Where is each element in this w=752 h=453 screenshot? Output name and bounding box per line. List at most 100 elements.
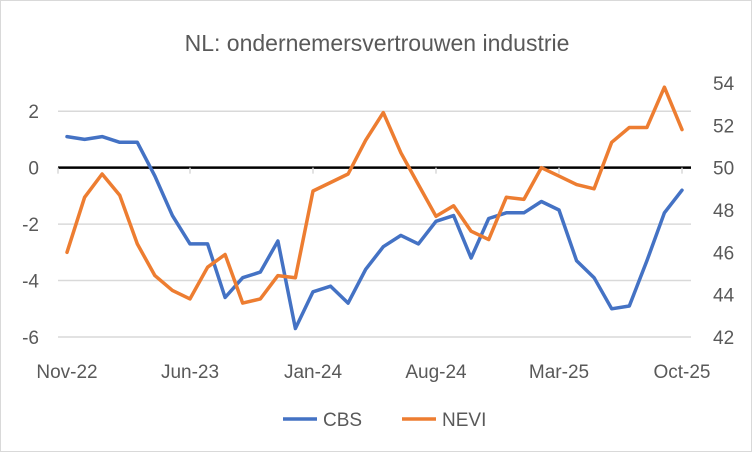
data-point-nevi <box>540 167 542 169</box>
x-tick-label: Oct-25 <box>653 362 710 383</box>
data-point-cbs <box>119 141 121 143</box>
data-point-nevi <box>101 173 103 175</box>
data-point-cbs <box>593 277 595 279</box>
data-point-nevi <box>330 181 332 183</box>
x-tick-label: Mar-25 <box>529 362 589 383</box>
left-y-axis: -6 -4 -2 0 2 <box>22 102 39 349</box>
x-tick-label: Aug-24 <box>405 362 467 383</box>
data-point-nevi <box>84 196 86 198</box>
chart-title: NL: ondernemersvertrouwen industrie <box>185 30 570 56</box>
left-tick-label: 2 <box>28 102 39 123</box>
data-point-nevi <box>558 175 560 177</box>
data-point-nevi <box>347 173 349 175</box>
data-point-cbs <box>417 243 419 245</box>
right-y-axis: 42 44 46 48 50 52 54 <box>713 74 735 349</box>
data-point-cbs <box>312 291 314 293</box>
data-point-nevi <box>224 253 226 255</box>
data-point-nevi <box>453 205 455 207</box>
data-point-cbs <box>505 212 507 214</box>
data-point-cbs <box>207 243 209 245</box>
data-point-cbs <box>294 328 296 330</box>
data-point-cbs <box>646 260 648 262</box>
data-point-cbs <box>628 305 630 307</box>
data-point-cbs <box>189 243 191 245</box>
data-point-nevi <box>681 129 683 131</box>
data-point-nevi <box>242 302 244 304</box>
data-point-cbs <box>400 234 402 236</box>
data-point-cbs <box>259 271 261 273</box>
data-point-nevi <box>576 184 578 186</box>
data-point-nevi <box>646 126 648 128</box>
data-point-nevi <box>470 230 472 232</box>
series-lines <box>65 85 684 331</box>
right-tick-label: 42 <box>713 328 734 349</box>
legend: CBS NEVI <box>283 410 486 431</box>
data-point-nevi <box>628 126 630 128</box>
x-axis: Nov-22 Jun-23 Jan-24 Aug-24 Mar-25 Oct-25 <box>36 167 711 383</box>
right-tick-label: 46 <box>713 243 734 264</box>
data-point-cbs <box>84 138 86 140</box>
left-tick-label: -4 <box>22 272 39 293</box>
data-point-cbs <box>101 136 103 138</box>
data-point-cbs <box>435 220 437 222</box>
left-tick-label: 0 <box>28 159 39 180</box>
data-point-cbs <box>540 201 542 203</box>
series-line-cbs <box>65 134 684 331</box>
data-point-nevi <box>277 275 279 277</box>
data-point-cbs <box>611 308 613 310</box>
data-point-cbs <box>453 215 455 217</box>
gridlines <box>58 110 691 338</box>
data-point-nevi <box>312 190 314 192</box>
data-point-cbs <box>470 257 472 259</box>
data-point-cbs <box>66 136 68 138</box>
right-tick-label: 44 <box>713 286 735 307</box>
data-point-cbs <box>224 296 226 298</box>
data-point-cbs <box>242 277 244 279</box>
data-point-nevi <box>505 196 507 198</box>
data-point-nevi <box>400 152 402 154</box>
data-point-nevi <box>136 243 138 245</box>
data-point-nevi <box>663 86 665 88</box>
legend-label-cbs: CBS <box>323 410 362 431</box>
x-tick-label: Jun-23 <box>161 362 219 383</box>
data-point-nevi <box>207 266 209 268</box>
data-point-nevi <box>382 112 384 114</box>
data-point-nevi <box>294 277 296 279</box>
data-point-cbs <box>576 260 578 262</box>
data-point-cbs <box>382 246 384 248</box>
data-point-nevi <box>66 251 68 253</box>
data-point-nevi <box>259 298 261 300</box>
right-tick-label: 54 <box>713 74 735 95</box>
legend-label-nevi: NEVI <box>442 410 486 431</box>
data-point-nevi <box>488 239 490 241</box>
data-point-cbs <box>347 302 349 304</box>
data-point-nevi <box>523 198 525 200</box>
data-point-cbs <box>330 285 332 287</box>
data-point-cbs <box>136 141 138 143</box>
data-point-nevi <box>154 275 156 277</box>
data-point-cbs <box>154 175 156 177</box>
data-point-cbs <box>663 212 665 214</box>
right-tick-label: 52 <box>713 116 734 137</box>
data-point-cbs <box>681 189 683 191</box>
left-tick-label: -6 <box>22 328 39 349</box>
data-point-cbs <box>558 209 560 211</box>
left-tick-label: -2 <box>22 215 39 236</box>
data-point-cbs <box>171 215 173 217</box>
data-point-nevi <box>171 289 173 291</box>
data-point-nevi <box>119 194 121 196</box>
data-point-nevi <box>365 139 367 141</box>
data-point-cbs <box>365 268 367 270</box>
right-tick-label: 50 <box>713 159 734 180</box>
data-point-cbs <box>488 217 490 219</box>
series-line-nevi <box>65 85 684 305</box>
x-tick-label: Nov-22 <box>36 362 97 383</box>
data-point-nevi <box>435 215 437 217</box>
right-tick-label: 48 <box>713 201 734 222</box>
data-point-nevi <box>593 188 595 190</box>
data-point-cbs <box>523 212 525 214</box>
data-point-nevi <box>417 184 419 186</box>
data-point-nevi <box>189 298 191 300</box>
